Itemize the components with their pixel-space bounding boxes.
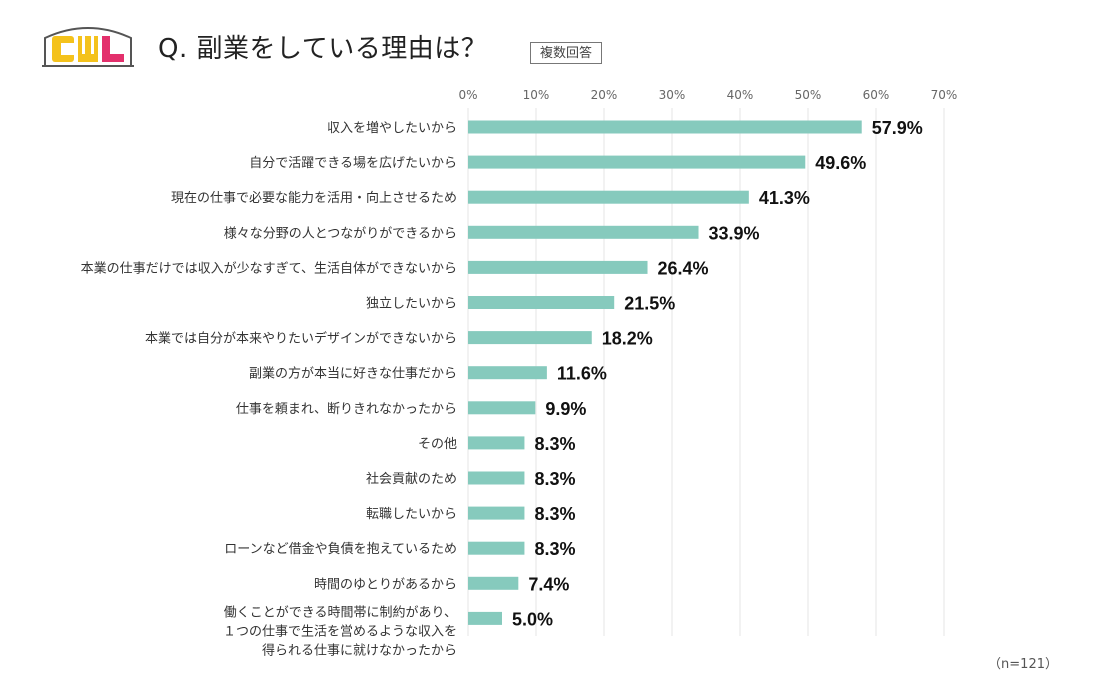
value-label: 18.2% [602,329,653,349]
category-label: 本業では自分が本来やりたいデザインができないから [145,331,457,347]
category-label: 現在の仕事で必要な能力を活用・向上させるため [171,190,457,206]
cwl-logo [42,27,134,67]
bar [468,296,615,309]
bar [468,366,547,380]
bar [468,471,525,485]
value-label: 7.4% [528,574,569,594]
value-labels: 57.9% 49.6%41.3% 33.9%26.4% 21.5% 18.2% 11.6%… [512,118,923,629]
category-label: 収入を増やしたいから [327,121,457,136]
bar [468,436,525,450]
value-label: 9.9% [545,399,586,419]
multiple-answer-badge: 複数回答 [530,42,603,64]
bar [468,506,525,520]
x-tick-label: 60% [863,88,890,102]
value-label: 8.3% [534,434,575,454]
category-label: 仕事を頼まれ、断りきれなかったから [236,402,457,417]
value-label: 11.6% [557,364,607,384]
value-label: 33.9% [709,223,760,243]
bar [468,120,862,134]
bar [468,225,699,239]
category-label: その他 [418,437,457,452]
x-axis-ticks: 0% 10% 20% 30% 40% 50% 60% 70% [458,88,957,102]
bar [468,331,592,345]
value-label: 26.4% [658,258,709,278]
bar [468,155,806,169]
category-label: 自分で活躍できる場を広げたいから [249,156,457,171]
bar [468,260,648,274]
category-label: 転職したいから [366,507,457,522]
x-tick-label: 40% [727,88,754,102]
x-tick-label: 70% [931,88,958,102]
category-label: 独立したいから [366,297,457,312]
bar [468,576,519,590]
x-tick-label: 50% [795,88,822,102]
x-tick-label: 20% [591,88,618,102]
value-label: 57.9% [872,118,923,138]
value-label: 21.5% [624,294,675,314]
category-label: 副業の方が本当に好きな仕事だから [249,366,457,382]
category-labels: 収入を増やしたいから自分で活躍できる場を広げたいから現在の仕事で必要な能力を活用… [81,121,457,658]
value-label: 41.3% [759,188,810,208]
chart-title: Q. 副業をしている理由は？ [158,34,488,64]
category-label: ローンなど借金や負債を抱えているため [224,541,457,557]
x-tick-label: 0% [458,88,477,102]
value-label: 8.3% [534,504,575,524]
bar [468,541,525,555]
category-label: 様々な分野の人とつながりができるから [224,226,457,241]
value-label: 8.3% [534,539,575,559]
bars [468,120,862,625]
bar [468,190,749,204]
category-label: 働くことができる時間帯に制約があり、１つの仕事で生活を営めるような収入を得られる… [223,605,457,658]
sample-size-note: （n=121） [988,657,1058,672]
value-label: 5.0% [512,609,553,629]
value-label: 8.3% [534,469,575,489]
category-label: 社会貢献のため [366,471,457,487]
bar [468,611,502,625]
category-label: 時間のゆとりがあるから [314,577,457,592]
x-tick-label: 10% [523,88,550,102]
value-label: 49.6% [815,153,866,173]
x-tick-label: 30% [659,88,686,102]
bar [468,401,536,415]
category-label: 本業の仕事だけでは収入が少なすぎて、生活自体ができないから [81,260,457,276]
